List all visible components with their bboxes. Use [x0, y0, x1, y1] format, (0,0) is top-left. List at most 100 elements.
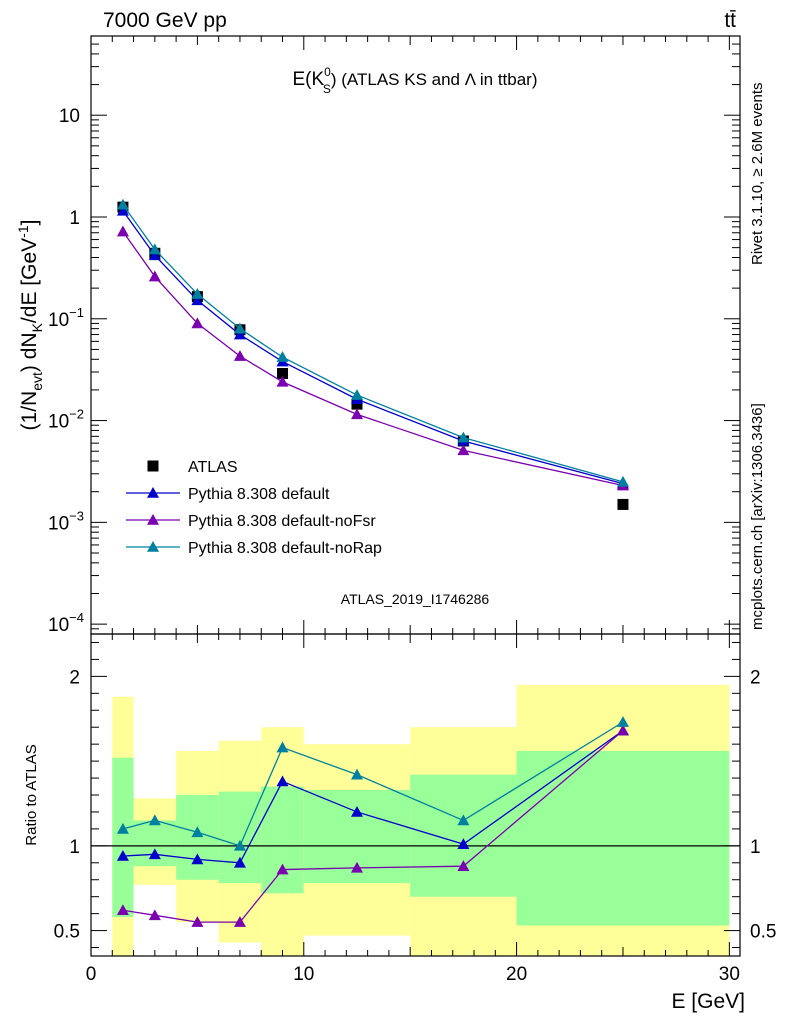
mcplots-note: mcplots.cern.ch [arXiv:1306.3436]: [749, 403, 766, 630]
legend-label: Pythia 8.308 default-noRap: [188, 540, 382, 557]
main-title: E(K0 S) (ATLAS KS and Λ in ttbar): [292, 65, 537, 96]
ratio-point: [116, 822, 129, 834]
ratio-point: [276, 741, 289, 753]
y-tick-exp: −2: [69, 407, 84, 422]
series-line-1: [122, 210, 624, 485]
mc-point: [276, 351, 289, 362]
title-pre: E(K: [292, 69, 324, 90]
mc-point: [191, 294, 204, 306]
ratio-point: [191, 853, 204, 865]
legend-label: Pythia 8.308 default-noFsr: [188, 513, 376, 530]
watermark: ATLAS_2019_I1746286: [341, 591, 490, 607]
y-tick-label: 10−4: [48, 610, 84, 636]
legend-marker: [147, 514, 159, 525]
mc-point: [233, 328, 246, 340]
ylabel-a: (1/N: [18, 391, 41, 431]
ratio-point: [233, 856, 246, 868]
band-inner: [410, 774, 517, 897]
x-tick-label: 10: [293, 964, 314, 985]
y-tick-label: 10−3: [48, 508, 84, 534]
ratio-ylabel: Ratio to ATLAS: [23, 744, 40, 845]
ratio-y-tick-label: 2: [69, 667, 80, 688]
y-tick-base: 10: [48, 513, 69, 534]
series-line-2: [122, 231, 624, 487]
ylabel-c-sup: -1: [15, 225, 31, 238]
ratio-point: [148, 814, 161, 826]
y-tick-label: 1: [69, 208, 80, 229]
legend-label: Pythia 8.308 default: [188, 486, 330, 503]
y-tick-exp: −4: [69, 610, 84, 625]
band-inner: [112, 757, 134, 918]
y-tick-base: 10: [48, 615, 69, 636]
mc-point: [457, 444, 470, 456]
band-inner: [516, 750, 730, 926]
x-tick-label: 30: [719, 964, 740, 985]
legend-marker: [147, 487, 159, 498]
ratio-point: [148, 909, 161, 921]
mc-point: [276, 375, 289, 387]
ylabel-b: ) dN: [18, 332, 41, 372]
mc-point: [191, 317, 204, 329]
xlabel: E [GeV]: [671, 990, 745, 1013]
ratio-point: [191, 826, 204, 838]
ratio-point: [116, 904, 129, 916]
mc-point: [116, 225, 129, 237]
mc-point: [233, 322, 246, 334]
ratio-point: [148, 848, 161, 860]
header-left: 7000 GeV pp: [103, 9, 227, 32]
legend-marker: [147, 460, 159, 472]
ratio-point: [233, 916, 246, 927]
mc-point: [148, 270, 161, 282]
y-tick-exp: −3: [69, 508, 84, 523]
x-tick-label: 20: [506, 964, 527, 985]
ratio-line-0: [122, 730, 624, 864]
data-point: [277, 367, 289, 379]
title-post: ) (ATLAS KS and Λ in ttbar): [331, 70, 538, 89]
ratio-point: [276, 863, 289, 875]
ratio-panel: 0 10 20 300.5 0.51 12 2: [54, 36, 776, 985]
ylabel-c: /dE [GeV: [18, 238, 41, 323]
mc-point: [148, 249, 161, 261]
series-line-3: [122, 204, 624, 483]
legend-marker: [147, 541, 159, 552]
ratio-y-tick-label-right: 1: [750, 837, 761, 858]
y-tick-base: 10: [48, 412, 69, 433]
ratio-point: [276, 775, 289, 787]
header-right: tt̄: [724, 9, 736, 32]
mc-point: [233, 350, 246, 361]
mc-point: [148, 243, 161, 255]
mc-point: [191, 288, 204, 299]
ylabel-d: ]: [18, 220, 41, 226]
mc-point: [116, 198, 129, 210]
ylabel-a-sub: evt: [29, 372, 45, 391]
y-tick-label: 10: [59, 106, 80, 127]
legend-label: ATLAS: [188, 459, 238, 476]
main-ylabel: (1/Nevt) dNK/dE [GeV-1]: [15, 220, 45, 431]
band-inner: [133, 820, 177, 867]
title-sub: S: [323, 82, 331, 96]
ratio-y-tick-label-right: 2: [750, 667, 761, 688]
ratio-point: [350, 768, 363, 780]
mc-point: [116, 204, 129, 216]
mc-point: [350, 389, 363, 400]
y-tick-exp: −1: [69, 305, 84, 320]
mc-point: [616, 475, 629, 487]
mc-point: [457, 431, 470, 443]
ylabel-b-sub: K: [29, 322, 45, 332]
ratio-line-2: [122, 721, 624, 847]
ratio-point: [350, 861, 363, 873]
data-point: [351, 398, 363, 410]
data-point: [617, 498, 629, 510]
ratio-point: [233, 839, 246, 851]
band-inner: [261, 786, 304, 894]
y-tick-base: 10: [48, 310, 69, 331]
ratio-y-tick-label-right: 0.5: [750, 922, 776, 943]
ratio-point: [457, 838, 470, 849]
title-sup: 0: [324, 65, 331, 79]
ratio-point: [616, 716, 629, 727]
ratio-point: [350, 805, 363, 817]
x-tick-label: 0: [86, 964, 97, 985]
y-tick-label: 10−1: [48, 305, 84, 331]
